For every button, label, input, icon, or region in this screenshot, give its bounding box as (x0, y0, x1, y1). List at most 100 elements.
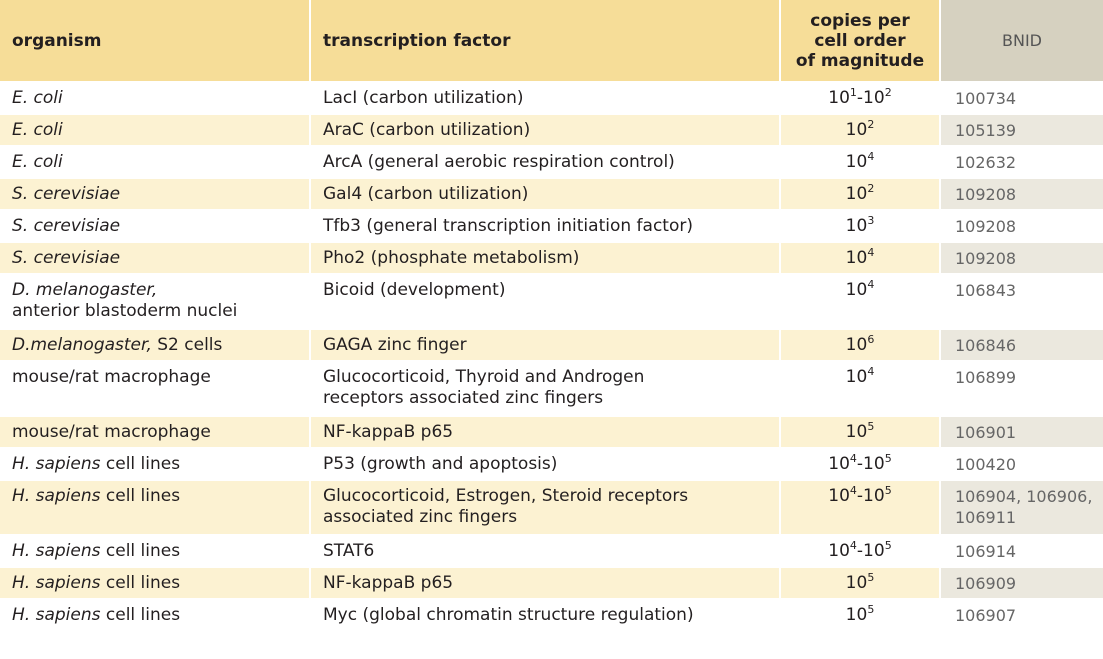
organism-italic: H. sapiens (12, 541, 101, 561)
bnid-cell: 106899 (939, 361, 1103, 417)
copies-range-mid: -10 (856, 454, 885, 474)
copies-base: 10 (845, 422, 868, 442)
organism-italic: S. cerevisiae (12, 248, 121, 268)
copies-range-mid: -10 (856, 88, 885, 108)
organism-italic: S. cerevisiae (12, 216, 121, 236)
factor-line2: receptors associated zinc fingers (323, 388, 604, 408)
factor-line1: NF-kappaB p65 (323, 422, 454, 442)
bnid-cell: 100420 (939, 448, 1103, 481)
factor-line1: NF-kappaB p65 (323, 573, 454, 593)
copies-exponent-1: 4 (867, 150, 875, 163)
factor-line1: Myc (global chromatin structure regulati… (323, 605, 694, 625)
copies-exponent-1: 5 (867, 603, 875, 616)
factor-cell: Gal4 (carbon utilization) (309, 178, 780, 211)
table-row: E. coli AraC (carbon utilization) 102 10… (0, 114, 1103, 147)
bnid-line1: 106904, 106906, (955, 487, 1093, 506)
organism-cell: D.melanogaster, S2 cells (0, 329, 310, 362)
organism-italic: H. sapiens (12, 454, 101, 474)
copies-cell: 105 (779, 567, 940, 600)
header-copies: copies per cell order of magnitude (779, 0, 940, 83)
copies-cell: 104 (779, 274, 940, 330)
organism-cell: E. coli (0, 114, 310, 147)
bnid-line1: 106843 (955, 281, 1017, 300)
table-row: S. cerevisiae Gal4 (carbon utilization) … (0, 178, 1103, 211)
bnid-line1: 102632 (955, 153, 1017, 172)
organism-italic: H. sapiens (12, 486, 101, 506)
organism-line: S. cerevisiae (12, 216, 309, 237)
copies-cell: 102 (779, 178, 940, 211)
bnid-line1: 109208 (955, 217, 1017, 236)
header-copies-line2: cell order (814, 30, 906, 51)
table-row: H. sapiens cell lines STAT6 104-105 1069… (0, 535, 1103, 568)
organism-plain: cell lines (100, 541, 181, 561)
copies-base: 10 (845, 152, 868, 172)
header-copies-line3: of magnitude (795, 50, 925, 71)
factor-cell: AraC (carbon utilization) (309, 114, 780, 147)
header-row: organism transcription factor copies per… (0, 0, 1103, 83)
bnid-line1: 100420 (955, 455, 1017, 474)
bnid-line1: 106901 (955, 423, 1017, 442)
copies-exponent-1: 6 (867, 333, 875, 346)
bnid-line1: 105139 (955, 121, 1017, 140)
organism-italic: S. cerevisiae (12, 184, 121, 204)
copies-range-mid: -10 (856, 486, 885, 506)
table-row: D. melanogaster, anterior blastoderm nuc… (0, 274, 1103, 330)
copies-base: 10 (828, 541, 850, 561)
factor-cell: Glucocorticoid, Thyroid and Androgen rec… (309, 361, 780, 417)
organism-line: E. coli (12, 152, 309, 173)
factor-cell: STAT6 (309, 535, 780, 568)
factor-cell: Glucocorticoid, Estrogen, Steroid recept… (309, 480, 780, 536)
copies-cell: 105 (779, 416, 940, 449)
copies-cell: 104 (779, 242, 940, 275)
bnid-cell: 106907 (939, 599, 1103, 632)
factor-line1: Gal4 (carbon utilization) (323, 184, 529, 204)
copies-base: 10 (845, 605, 868, 625)
copies-cell: 101-102 (779, 82, 940, 115)
organism-line: H. sapiens cell lines (12, 573, 309, 594)
copies-exponent-1: 4 (867, 365, 875, 378)
organism-line: H. sapiens cell lines (12, 486, 309, 507)
header-transcription-factor: transcription factor (309, 0, 780, 83)
bnid-line1: 109208 (955, 249, 1017, 268)
factor-line1: Pho2 (phosphate metabolism) (323, 248, 580, 268)
organism-line: mouse/rat macrophage (12, 422, 309, 443)
copies-range-mid: -10 (856, 541, 885, 561)
copies-exponent-1: 4 (849, 452, 857, 465)
bnid-cell: 109208 (939, 178, 1103, 211)
table-row: D.melanogaster, S2 cells GAGA zinc finge… (0, 329, 1103, 362)
copies-cell: 102 (779, 114, 940, 147)
organism-cell: H. sapiens cell lines (0, 448, 310, 481)
factor-cell: NF-kappaB p65 (309, 567, 780, 600)
copies-exponent-2: 5 (884, 539, 892, 552)
copies-base: 10 (845, 280, 868, 300)
table-row: H. sapiens cell lines P53 (growth and ap… (0, 448, 1103, 481)
organism-cell: S. cerevisiae (0, 242, 310, 275)
bnid-line1: 100734 (955, 89, 1017, 108)
copies-base: 10 (845, 367, 868, 387)
copies-cell: 104-105 (779, 480, 940, 536)
factor-line1: Tfb3 (general transcription initiation f… (323, 216, 693, 236)
copies-exponent-1: 3 (867, 214, 875, 227)
transcription-factor-table: organism transcription factor copies per… (0, 0, 1103, 632)
table-row: mouse/rat macrophage Glucocorticoid, Thy… (0, 361, 1103, 417)
bnid-line1: 106914 (955, 542, 1017, 561)
copies-base: 10 (845, 248, 868, 268)
bnid-cell: 102632 (939, 146, 1103, 179)
factor-cell: LacI (carbon utilization) (309, 82, 780, 115)
header-copies-line1: copies per (810, 10, 910, 31)
copies-exponent-1: 4 (867, 278, 875, 291)
header-organism: organism (0, 0, 310, 83)
organism-plain: mouse/rat macrophage (12, 422, 211, 442)
copies-base: 10 (845, 216, 868, 236)
factor-cell: GAGA zinc finger (309, 329, 780, 362)
factor-line1: ArcA (general aerobic respiration contro… (323, 152, 675, 172)
organism-line: E. coli (12, 120, 309, 141)
factor-cell: Pho2 (phosphate metabolism) (309, 242, 780, 275)
copies-cell: 106 (779, 329, 940, 362)
bnid-line1: 106909 (955, 574, 1017, 593)
bnid-cell: 106846 (939, 329, 1103, 362)
copies-exponent-2: 5 (884, 484, 892, 497)
copies-exponent-1: 4 (867, 246, 875, 259)
factor-line1: STAT6 (323, 541, 375, 561)
copies-cell: 104 (779, 361, 940, 417)
